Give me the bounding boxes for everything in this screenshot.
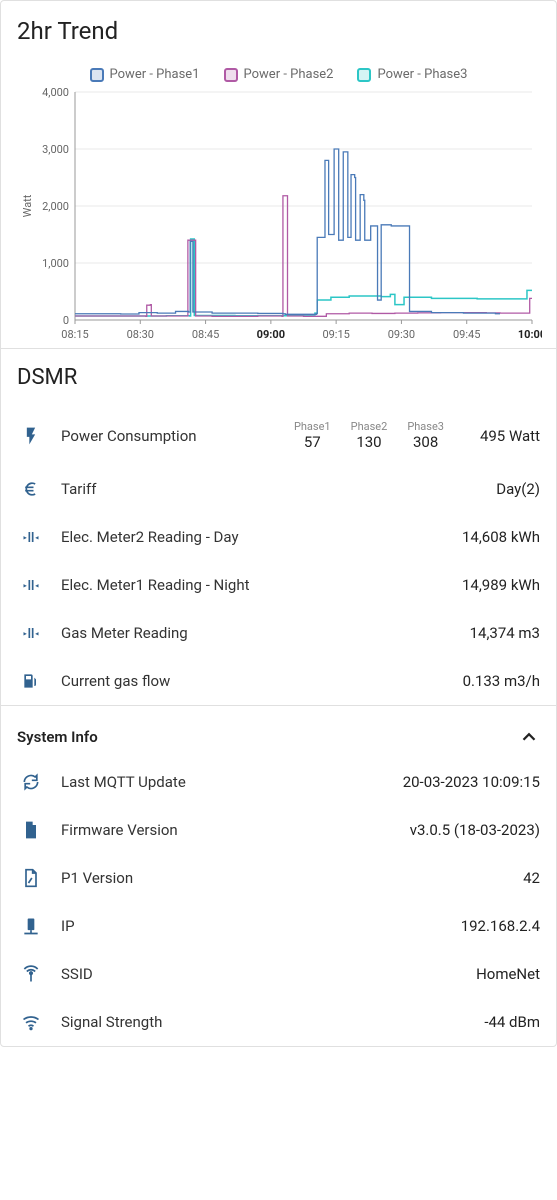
svg-text:Watt: Watt: [21, 194, 34, 217]
gas-label: Gas Meter Reading: [61, 624, 188, 642]
row-mqtt[interactable]: Last MQTT Update 20-03-2023 10:09:15: [1, 758, 556, 806]
p1-label: P1 Version: [61, 869, 133, 887]
svg-text:0: 0: [63, 314, 69, 327]
mqtt-value: 20-03-2023 10:09:15: [403, 773, 540, 791]
trend-title: 2hr Trend: [1, 1, 556, 53]
meter-icon: [17, 527, 45, 547]
phase3-val: 308: [407, 433, 444, 451]
svg-text:09:45: 09:45: [453, 328, 480, 341]
file-icon: [17, 820, 45, 840]
ip-label: IP: [61, 917, 75, 935]
phase2-head: Phase2: [351, 420, 388, 433]
phase2-val: 130: [351, 433, 388, 451]
antenna-icon: [17, 964, 45, 984]
legend-item-phase3[interactable]: Power - Phase3: [357, 67, 467, 82]
meter2-label: Elec. Meter2 Reading - Day: [61, 528, 239, 546]
chart-legend: Power - Phase1 Power - Phase2 Power - Ph…: [1, 53, 556, 88]
svg-text:08:45: 08:45: [192, 328, 219, 341]
row-power[interactable]: Power Consumption Phase1 57 Phase2 130 P…: [1, 406, 556, 465]
svg-text:1,000: 1,000: [42, 257, 69, 270]
swatch-phase2: [224, 68, 238, 82]
svg-text:10:00: 10:00: [518, 328, 542, 341]
power-label: Power Consumption: [61, 427, 197, 445]
legend-label-phase2: Power - Phase2: [244, 67, 334, 82]
euro-icon: [17, 479, 45, 499]
signal-label: Signal Strength: [61, 1013, 162, 1031]
power-total: 495 Watt: [460, 427, 540, 445]
fw-value: v3.0.5 (18-03-2023): [410, 821, 540, 839]
row-ip[interactable]: IP 192.168.2.4: [1, 902, 556, 950]
meter2-value: 14,608 kWh: [462, 528, 540, 546]
meter1-label: Elec. Meter1 Reading - Night: [61, 576, 250, 594]
server-icon: [17, 916, 45, 936]
mqtt-label: Last MQTT Update: [61, 773, 186, 791]
svg-text:2,000: 2,000: [42, 200, 69, 213]
row-meter2[interactable]: Elec. Meter2 Reading - Day 14,608 kWh: [1, 513, 556, 561]
phase3-head: Phase3: [407, 420, 444, 433]
meter1-value: 14,989 kWh: [462, 576, 540, 594]
tariff-value: Day(2): [496, 480, 540, 498]
row-gasflow[interactable]: Current gas flow 0.133 m3/h: [1, 657, 556, 705]
svg-text:08:15: 08:15: [61, 328, 88, 341]
swatch-phase3: [357, 68, 371, 82]
fw-label: Firmware Version: [61, 821, 178, 839]
phase-block: Phase1 57 Phase2 130 Phase3 308: [294, 420, 444, 451]
row-gas[interactable]: Gas Meter Reading 14,374 m3: [1, 609, 556, 657]
svg-text:09:15: 09:15: [322, 328, 349, 341]
row-signal[interactable]: Signal Strength -44 dBm: [1, 998, 556, 1046]
legend-label-phase3: Power - Phase3: [377, 67, 467, 82]
file-outline-icon: [17, 868, 45, 888]
legend-item-phase1[interactable]: Power - Phase1: [90, 67, 200, 82]
bolt-icon: [17, 426, 45, 446]
gas-value: 14,374 m3: [470, 624, 540, 642]
phase3-col: Phase3 308: [407, 420, 444, 451]
row-fw[interactable]: Firmware Version v3.0.5 (18-03-2023): [1, 806, 556, 854]
signal-value: -44 dBm: [484, 1013, 540, 1031]
dashboard-card: 2hr Trend Power - Phase1 Power - Phase2 …: [0, 0, 557, 1047]
phase1-val: 57: [294, 433, 331, 451]
ssid-label: SSID: [61, 965, 93, 983]
svg-text:09:00: 09:00: [257, 328, 285, 341]
phase1-head: Phase1: [294, 420, 331, 433]
tariff-label: Tariff: [61, 480, 96, 498]
p1-value: 42: [523, 869, 540, 887]
meter-icon: [17, 623, 45, 643]
row-meter1[interactable]: Elec. Meter1 Reading - Night 14,989 kWh: [1, 561, 556, 609]
sync-icon: [17, 772, 45, 792]
legend-label-phase1: Power - Phase1: [110, 67, 200, 82]
row-tariff[interactable]: Tariff Day(2): [1, 465, 556, 513]
gasflow-label: Current gas flow: [61, 672, 170, 690]
phase2-col: Phase2 130: [351, 420, 388, 451]
phase1-col: Phase1 57: [294, 420, 331, 451]
ip-value: 192.168.2.4: [461, 917, 540, 935]
system-info-title: System Info: [17, 728, 98, 746]
row-ssid[interactable]: SSID HomeNet: [1, 950, 556, 998]
trend-chart[interactable]: 0 1,000 2,000 3,000 4,000 Watt 08:15 08:30 08:45…: [1, 88, 556, 348]
gasflow-value: 0.133 m3/h: [463, 672, 540, 690]
ssid-value: HomeNet: [476, 965, 540, 983]
wifi-icon: [17, 1012, 45, 1032]
svg-text:3,000: 3,000: [42, 143, 69, 156]
gas-pump-icon: [17, 671, 45, 691]
svg-text:4,000: 4,000: [42, 88, 69, 99]
svg-text:08:30: 08:30: [127, 328, 154, 341]
chevron-up-icon: [518, 726, 540, 748]
system-info-header[interactable]: System Info: [1, 706, 556, 758]
dsmr-title: DSMR: [1, 349, 556, 406]
trend-chart-svg: 0 1,000 2,000 3,000 4,000 Watt 08:15 08:30 08:45…: [17, 88, 542, 348]
svg-text:09:30: 09:30: [388, 328, 415, 341]
legend-item-phase2[interactable]: Power - Phase2: [224, 67, 334, 82]
row-p1[interactable]: P1 Version 42: [1, 854, 556, 902]
meter-icon: [17, 575, 45, 595]
swatch-phase1: [90, 68, 104, 82]
